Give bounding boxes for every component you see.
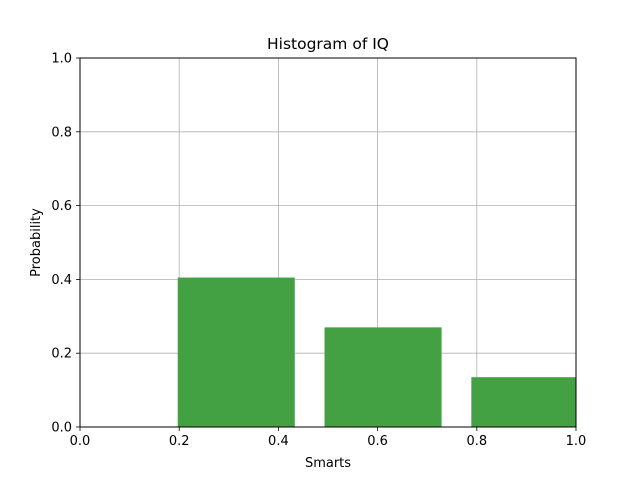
axes-frame <box>79 57 577 428</box>
y-tick-label: 1.0 <box>51 52 72 67</box>
y-tick-label: 0.4 <box>51 273 72 288</box>
y-tick-label: 0.6 <box>51 199 72 214</box>
histogram-bars <box>177 277 576 427</box>
chart-title: Histogram of IQ <box>267 35 389 53</box>
y-tick-label: 0.2 <box>51 347 72 362</box>
x-tick-label: 1.0 <box>566 434 587 449</box>
x-tick-label: 0.6 <box>367 434 388 449</box>
histogram-bar <box>177 277 295 427</box>
y-tick-label: 0.8 <box>51 125 72 140</box>
x-tick-label: 0.4 <box>268 434 289 449</box>
x-tick-label: 0.0 <box>70 434 91 449</box>
y-tick-label: 0.0 <box>51 421 72 436</box>
x-axis-label: Smarts <box>305 456 351 471</box>
x-tick-label: 0.2 <box>169 434 190 449</box>
y-axis-label: Probability <box>29 208 44 277</box>
histogram-bar <box>471 377 576 427</box>
x-tick-label: 0.8 <box>466 434 487 449</box>
histogram-bar <box>324 327 442 427</box>
axis-ticks: 0.0 0.2 0.4 0.6 0.8 1.0 0.0 0.2 0.4 0.6 0.8 1.0 <box>51 52 586 450</box>
